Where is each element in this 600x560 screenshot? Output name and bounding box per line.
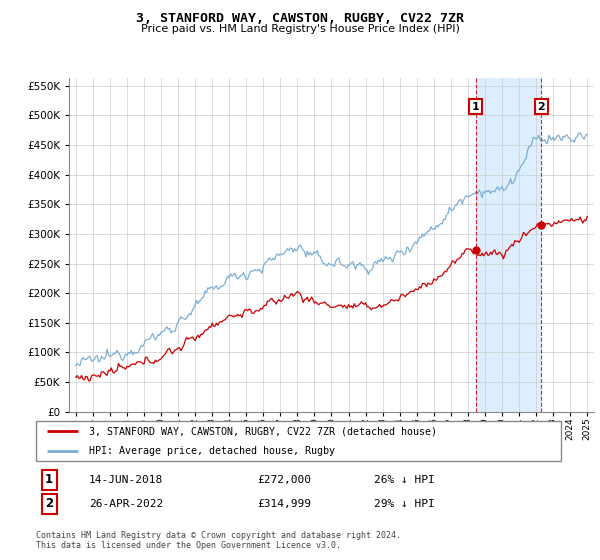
Text: 3, STANFORD WAY, CAWSTON, RUGBY, CV22 7ZR: 3, STANFORD WAY, CAWSTON, RUGBY, CV22 7Z… xyxy=(136,12,464,25)
Text: 14-JUN-2018: 14-JUN-2018 xyxy=(89,475,163,485)
FancyBboxPatch shape xyxy=(36,421,562,461)
Text: Price paid vs. HM Land Registry's House Price Index (HPI): Price paid vs. HM Land Registry's House … xyxy=(140,24,460,34)
Text: 1: 1 xyxy=(45,473,53,486)
Bar xyxy=(476,78,541,412)
Text: 2: 2 xyxy=(45,497,53,510)
Text: Contains HM Land Registry data © Crown copyright and database right 2024.
This d: Contains HM Land Registry data © Crown c… xyxy=(36,531,401,550)
Text: 1: 1 xyxy=(472,102,479,112)
Text: 29% ↓ HPI: 29% ↓ HPI xyxy=(374,499,434,509)
Text: £314,999: £314,999 xyxy=(258,499,312,509)
Text: 26% ↓ HPI: 26% ↓ HPI xyxy=(374,475,434,485)
Text: HPI: Average price, detached house, Rugby: HPI: Average price, detached house, Rugb… xyxy=(89,446,335,456)
Text: £272,000: £272,000 xyxy=(258,475,312,485)
Text: 26-APR-2022: 26-APR-2022 xyxy=(89,499,163,509)
Text: 2: 2 xyxy=(538,102,545,112)
Text: 3, STANFORD WAY, CAWSTON, RUGBY, CV22 7ZR (detached house): 3, STANFORD WAY, CAWSTON, RUGBY, CV22 7Z… xyxy=(89,426,437,436)
